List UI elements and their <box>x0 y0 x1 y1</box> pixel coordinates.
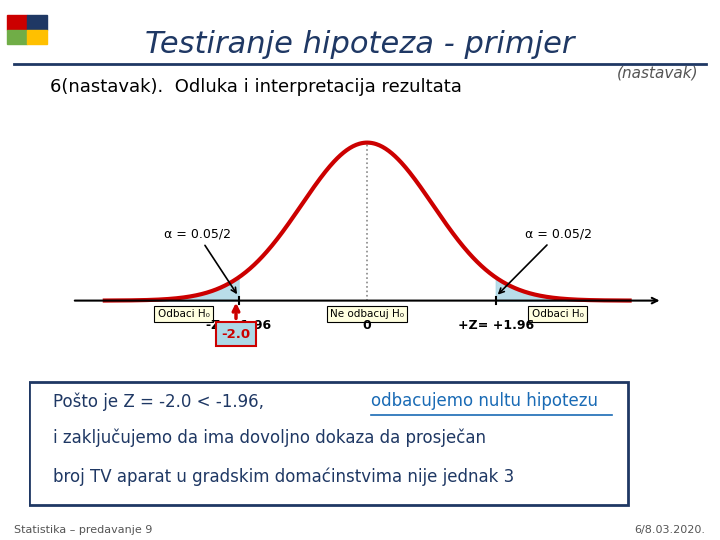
Text: i zaključujemo da ima dovoljno dokaza da prosjеčan: i zaključujemo da ima dovoljno dokaza da… <box>53 428 486 447</box>
Text: Statistika – predavanje 9: Statistika – predavanje 9 <box>14 524 153 535</box>
Text: Odbaci H₀: Odbaci H₀ <box>158 309 210 319</box>
Text: Pošto je Z = -2.0 < -1.96,: Pošto je Z = -2.0 < -1.96, <box>53 392 280 410</box>
Text: Testiranje hipoteza - primjer: Testiranje hipoteza - primjer <box>145 30 575 59</box>
Text: +Z= +1.96: +Z= +1.96 <box>458 319 534 332</box>
Text: -Z= -1.96: -Z= -1.96 <box>206 319 271 332</box>
Text: Ne odbacuj H₀: Ne odbacuj H₀ <box>330 309 404 319</box>
Text: 6/8.03.2020.: 6/8.03.2020. <box>634 524 706 535</box>
Text: 0: 0 <box>363 319 372 332</box>
Text: α = 0.05/2: α = 0.05/2 <box>499 227 592 293</box>
Text: Odbaci H₀: Odbaci H₀ <box>531 309 583 319</box>
FancyBboxPatch shape <box>29 382 628 505</box>
Point <box>608 411 617 418</box>
Text: broj TV aparat u gradskim domaćinstvima nije jednak 3: broj TV aparat u gradskim domaćinstvima … <box>53 467 514 486</box>
Point <box>366 411 375 418</box>
Text: α = 0.05/2: α = 0.05/2 <box>164 227 236 293</box>
Text: -2.0: -2.0 <box>222 328 251 341</box>
Text: 6(nastavak).  Odluka i interpretacija rezultata: 6(nastavak). Odluka i interpretacija rez… <box>50 78 462 96</box>
Text: (nastavak): (nastavak) <box>617 66 698 81</box>
Text: odbacujemo nultu hipotezu: odbacujemo nultu hipotezu <box>371 393 598 410</box>
